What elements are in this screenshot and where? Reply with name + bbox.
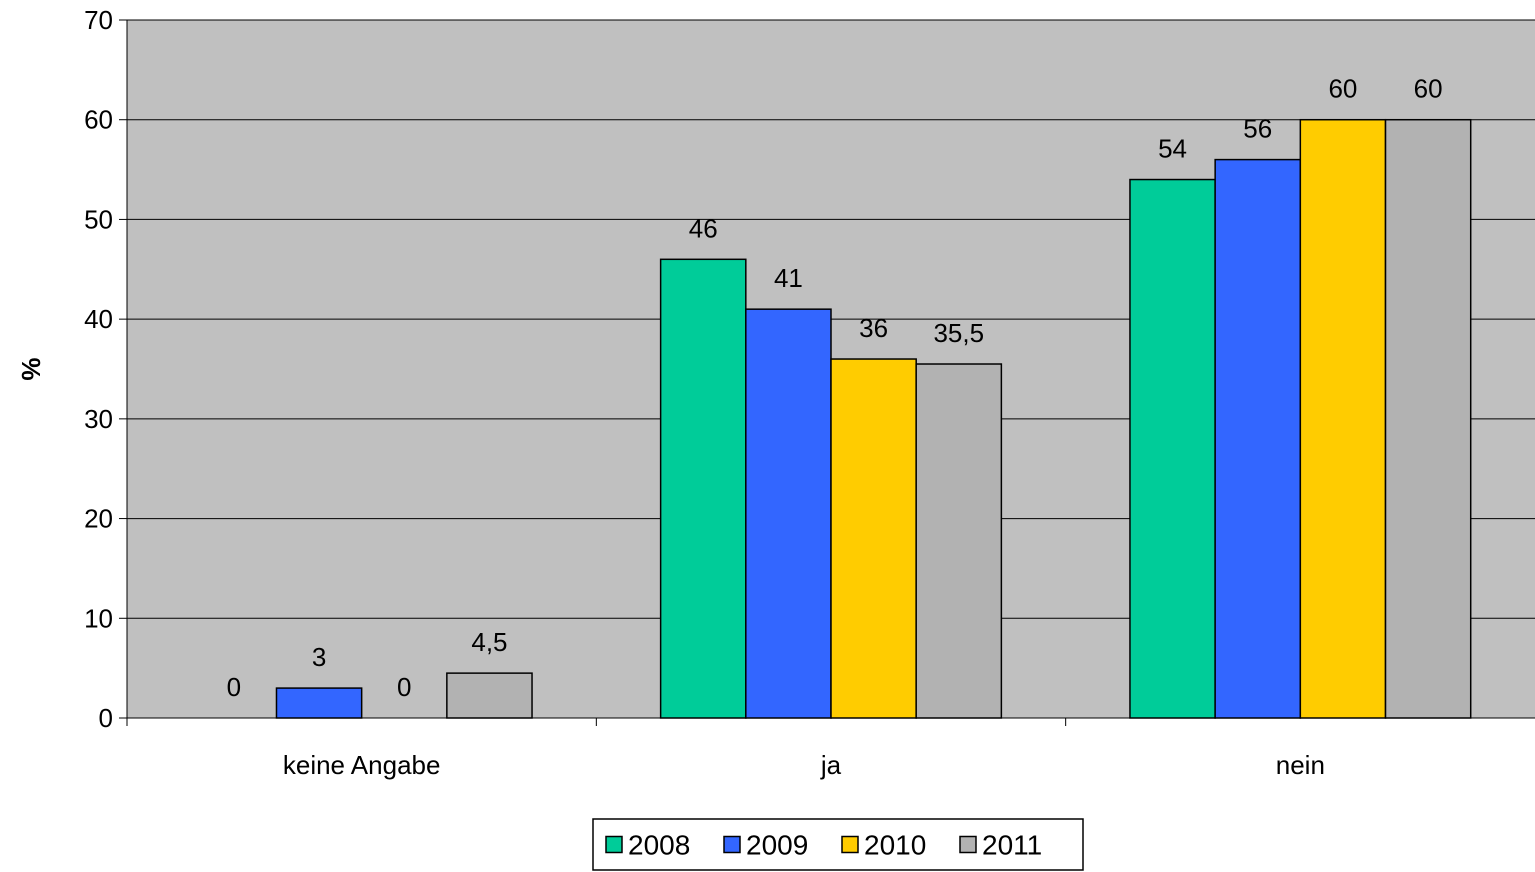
- legend-label-2011: 2011: [982, 830, 1042, 861]
- x-category-label: nein: [1276, 750, 1325, 780]
- legend-box: [592, 818, 1084, 871]
- legend-swatch-2009: [723, 835, 741, 854]
- x-category-label: ja: [820, 750, 842, 780]
- legend: 2008 2009 2010 2011: [592, 818, 1084, 871]
- y-tick-label: 60: [84, 105, 113, 135]
- bar-2010-ja: [830, 358, 917, 719]
- data-label: 36: [859, 313, 888, 343]
- data-label: 54: [1158, 134, 1187, 164]
- bar-2010-nein: [1299, 118, 1387, 719]
- data-label: 0: [227, 672, 241, 702]
- legend-swatch-2008: [605, 835, 623, 854]
- data-label: 56: [1243, 114, 1272, 144]
- data-label: 60: [1414, 74, 1443, 104]
- bar-2009-nein: [1214, 158, 1302, 719]
- data-label: 60: [1328, 74, 1357, 104]
- y-tick-label: 10: [84, 603, 113, 633]
- y-tick-label: 30: [84, 404, 113, 434]
- bar-2008-ja: [659, 258, 747, 719]
- y-tick-label: 0: [99, 703, 113, 733]
- bar-2009-ja: [745, 308, 832, 719]
- legend-swatch-2011: [959, 835, 977, 854]
- data-label: 3: [312, 642, 326, 672]
- data-label: 46: [689, 213, 718, 243]
- bar-2011-ja: [915, 363, 1003, 719]
- data-label: 4,5: [471, 627, 507, 657]
- data-label: 41: [774, 263, 803, 293]
- x-category-label: keine Angabe: [283, 750, 441, 780]
- y-tick-label: 40: [84, 304, 113, 334]
- legend-label-2008: 2008: [628, 830, 690, 861]
- legend-label-2010: 2010: [864, 830, 926, 861]
- bar-2009-keine-angabe: [275, 687, 363, 719]
- legend-label-2009: 2009: [746, 830, 808, 861]
- data-label: 35,5: [933, 318, 984, 348]
- y-tick-label: 20: [84, 504, 113, 534]
- y-axis-label: %: [16, 357, 46, 380]
- bar-2011-nein: [1384, 118, 1472, 719]
- data-label: 0: [397, 672, 411, 702]
- y-tick-label: 50: [84, 204, 113, 234]
- data-labels: 0 3 0 4,5 46 41 36 35,5 54 56 60 60: [227, 74, 1443, 702]
- bar-2008-nein: [1129, 178, 1216, 719]
- legend-swatch-2010: [841, 835, 859, 854]
- bar-2011-keine-angabe: [446, 672, 533, 719]
- y-tick-label: 70: [84, 5, 113, 35]
